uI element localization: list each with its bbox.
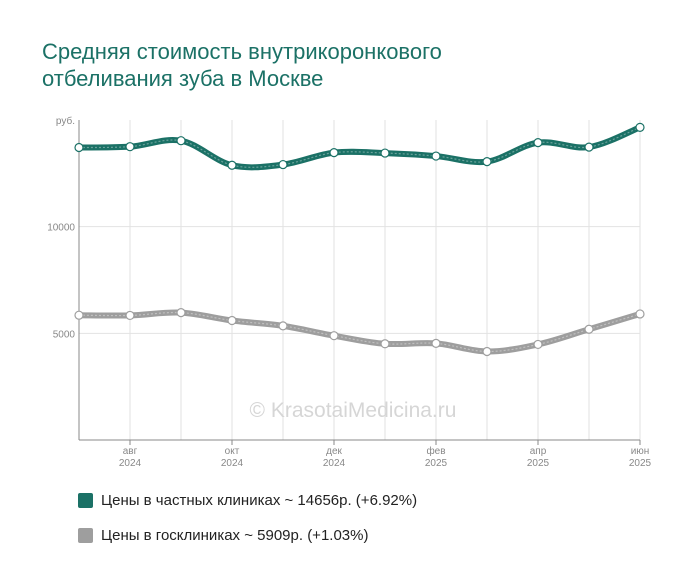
legend-swatch-private	[78, 492, 93, 508]
data-point	[329, 148, 339, 158]
legend-label-private: Цены в частных клиниках ~ 14656р. (+6.92…	[101, 491, 418, 509]
x-tick-label-year: 2024	[323, 458, 346, 469]
x-tick-label-month: дек	[326, 446, 342, 457]
data-point	[635, 309, 645, 319]
y-tick-label: 5000	[53, 329, 76, 340]
data-point	[431, 338, 441, 348]
legend-item-private[interactable]: Цены в частных клиниках ~ 14656р. (+6.92…	[78, 490, 417, 510]
data-point	[635, 122, 645, 132]
data-point	[278, 159, 288, 170]
y-tick-label: 10000	[47, 223, 75, 234]
data-point	[533, 138, 543, 148]
data-point	[584, 324, 594, 334]
series-line-texture-0	[78, 126, 641, 168]
x-tick-label-year: 2024	[221, 458, 244, 469]
series-group	[74, 122, 645, 357]
series-line-0	[76, 124, 643, 171]
series-line-texture-1	[78, 311, 641, 353]
x-tick-label-month: июн	[631, 446, 650, 457]
data-point	[329, 331, 339, 341]
legend: Цены в частных клиниках ~ 14656р. (+6.92…	[78, 490, 417, 545]
data-point	[74, 310, 84, 320]
data-point	[482, 157, 492, 167]
x-tick-label-month: фев	[426, 445, 445, 457]
legend-swatch-public	[78, 527, 93, 543]
legend-label-public: Цены в госклиниках ~ 5909р. (+1.03%)	[101, 526, 369, 544]
series-1	[74, 308, 645, 357]
data-point	[125, 310, 135, 321]
data-point	[227, 315, 237, 326]
data-point	[584, 142, 594, 152]
axes: руб.500010000авг2024окт2024дек2024фев202…	[47, 115, 651, 469]
data-point	[380, 339, 390, 349]
chart-title: Средняя стоимость внутрикоронкового отбе…	[42, 38, 442, 92]
x-tick-label-month: окт	[225, 446, 240, 457]
data-point	[176, 136, 186, 146]
watermark: © KrasotaiMedicina.ru	[250, 399, 457, 422]
grid	[79, 120, 641, 440]
data-point	[125, 142, 135, 152]
legend-item-public[interactable]: Цены в госклиниках ~ 5909р. (+1.03%)	[78, 525, 417, 545]
data-point	[227, 160, 237, 170]
x-tick-label-year: 2024	[119, 458, 142, 469]
chart-title-line1: Средняя стоимость внутрикоронкового	[42, 39, 442, 64]
data-point	[431, 151, 441, 161]
x-tick-label-year: 2025	[425, 458, 448, 469]
data-point	[380, 148, 390, 158]
x-tick-label-year: 2025	[527, 458, 550, 469]
data-point	[176, 308, 186, 318]
x-tick-label-month: апр	[530, 446, 547, 457]
x-tick-label-month: авг	[123, 446, 138, 457]
y-unit-label: руб.	[56, 115, 75, 127]
data-point	[533, 339, 543, 350]
chart-title-line2: отбеливания зуба в Москве	[42, 66, 324, 91]
series-line-1	[76, 309, 643, 355]
data-point	[482, 346, 492, 357]
data-point	[74, 142, 84, 153]
x-tick-label-year: 2025	[629, 458, 652, 469]
data-point	[278, 321, 288, 331]
series-0	[74, 122, 645, 171]
